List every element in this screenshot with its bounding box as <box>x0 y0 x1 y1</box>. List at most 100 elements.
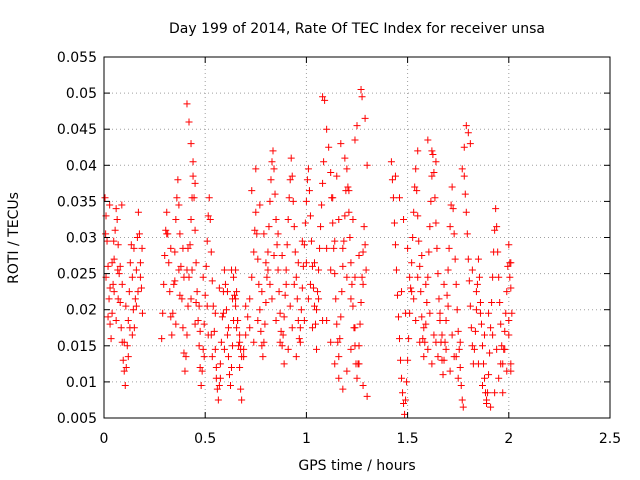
data-point <box>285 194 293 202</box>
y-tick-label: 0.045 <box>57 122 97 138</box>
data-point <box>223 288 231 296</box>
data-point <box>357 298 365 306</box>
data-point <box>298 284 306 292</box>
data-point <box>118 280 126 288</box>
data-point <box>274 230 282 238</box>
data-point <box>183 100 191 108</box>
data-point <box>327 169 335 177</box>
data-point <box>445 244 453 252</box>
data-point <box>412 165 420 173</box>
data-point <box>163 230 171 238</box>
y-tick-label: 0.015 <box>57 339 97 355</box>
data-point <box>290 280 298 288</box>
data-point <box>306 212 314 220</box>
data-point <box>112 317 120 325</box>
data-point <box>426 309 434 317</box>
data-point <box>458 165 466 173</box>
data-point <box>357 85 365 93</box>
data-point <box>215 382 223 390</box>
data-point <box>323 317 331 325</box>
data-point <box>196 327 204 335</box>
data-point <box>310 302 318 310</box>
data-point <box>468 342 476 350</box>
data-point <box>236 338 244 346</box>
data-point <box>107 335 115 343</box>
data-point <box>473 280 481 288</box>
data-point <box>174 176 182 184</box>
data-point <box>396 194 404 202</box>
data-point <box>305 187 313 195</box>
data-point <box>296 324 304 332</box>
data-point <box>171 248 179 256</box>
data-point <box>306 280 314 288</box>
data-point <box>410 295 418 303</box>
data-point <box>331 360 339 368</box>
data-point <box>455 345 463 353</box>
data-point <box>461 190 469 198</box>
data-point <box>359 382 367 390</box>
grid-layer <box>104 57 610 418</box>
data-point <box>429 150 437 158</box>
data-point <box>118 201 126 209</box>
data-point <box>134 288 142 296</box>
data-point <box>505 241 513 249</box>
data-point <box>262 259 270 267</box>
data-point <box>231 291 239 299</box>
data-point <box>488 298 496 306</box>
data-point <box>302 259 310 267</box>
data-point <box>450 230 458 238</box>
data-point <box>108 309 116 317</box>
data-point <box>333 172 341 180</box>
data-point <box>264 248 272 256</box>
data-point <box>138 309 146 317</box>
data-point <box>456 363 464 371</box>
data-point <box>313 345 321 353</box>
x-axis-label: GPS time / hours <box>298 458 415 474</box>
data-point <box>175 266 183 274</box>
data-point <box>108 259 116 267</box>
data-point <box>162 226 170 234</box>
data-point <box>457 382 465 390</box>
data-point <box>477 320 485 328</box>
data-point <box>270 165 278 173</box>
data-point <box>238 353 246 361</box>
data-point <box>277 327 285 335</box>
data-point <box>498 342 506 350</box>
data-point <box>279 331 287 339</box>
data-point <box>491 389 499 397</box>
data-point <box>281 291 289 299</box>
data-point <box>269 147 277 155</box>
data-point <box>427 197 435 205</box>
data-point <box>334 338 342 346</box>
data-point <box>444 266 452 274</box>
data-point <box>507 360 515 368</box>
data-point <box>325 143 333 151</box>
data-point <box>165 259 173 267</box>
data-point <box>478 382 486 390</box>
data-point <box>434 270 442 278</box>
data-point <box>130 244 138 252</box>
data-point <box>215 284 223 292</box>
data-point <box>420 324 428 332</box>
data-point <box>466 302 474 310</box>
data-point <box>442 345 450 353</box>
data-point <box>204 331 212 339</box>
data-point <box>193 288 201 296</box>
data-point <box>190 194 198 202</box>
data-point <box>106 320 114 328</box>
x-tick-label: 1 <box>302 431 311 447</box>
data-point <box>414 212 422 220</box>
data-point <box>310 259 318 267</box>
data-point <box>464 129 472 137</box>
data-point <box>204 212 212 220</box>
data-point <box>419 335 427 343</box>
data-point <box>481 331 489 339</box>
data-point <box>250 338 258 346</box>
data-point <box>476 309 484 317</box>
data-point <box>177 262 185 270</box>
data-point <box>236 363 244 371</box>
data-point <box>494 248 502 256</box>
data-point <box>428 147 436 155</box>
data-point <box>203 302 211 310</box>
